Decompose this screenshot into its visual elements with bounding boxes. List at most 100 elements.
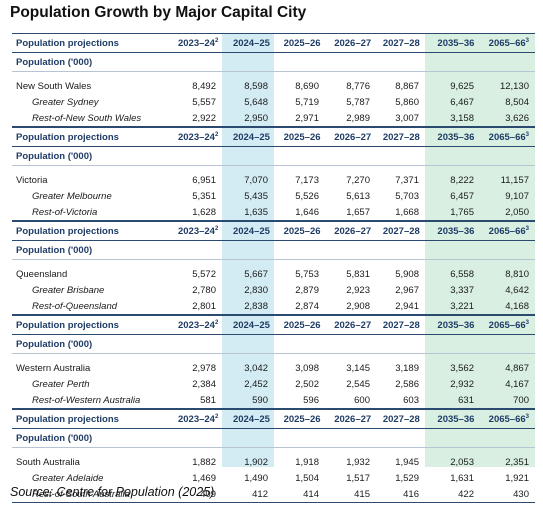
value-cell: 581 (200, 394, 216, 406)
state-row: South Australia 1,882 1,902 1,918 1,932 1,945… (12, 454, 535, 470)
header-year-text: 2026–27 (334, 37, 372, 49)
header-year-cell: 2023–242 (165, 319, 225, 331)
value-cell: 8,598 (244, 80, 268, 92)
value-cell: 2,801 (192, 300, 216, 312)
value-cell: 1,932 (346, 456, 370, 468)
value-cell: 5,787 (346, 96, 370, 108)
header-year-cell: 2027–28 (377, 226, 426, 237)
value-cell: 3,221 (450, 300, 474, 312)
value-cell: 2,838 (244, 300, 268, 312)
header-year-cell: 2025–26 (276, 38, 327, 49)
header-year-cell: 2035–36 (426, 414, 481, 425)
region-row: Rest-of-Western Australia 581 590 596 600 603… (12, 392, 535, 409)
value-cell: 4,867 (505, 362, 529, 374)
value-cell: 5,703 (395, 190, 419, 202)
header-footnote-marker: 3 (525, 319, 529, 326)
value-cell: 3,562 (450, 362, 474, 374)
region-row: Rest-of-Victoria 1,628 1,635 1,646 1,657 1,66… (12, 204, 535, 221)
value-cell: 415 (354, 488, 370, 500)
header-year-cell: 2025–26 (276, 414, 327, 425)
header-year-text: 2065–66 (488, 225, 526, 237)
header-year-text: 2025–26 (283, 225, 321, 237)
header-year-text: 2065–66 (488, 319, 526, 331)
header-footnote-marker: 2 (214, 37, 219, 44)
value-cell: 422 (458, 488, 474, 500)
header-year-text: 2027–28 (382, 37, 420, 49)
header-year-cell: 2025–26 (276, 226, 327, 237)
unit-label-row: Population ('000) (12, 53, 535, 72)
value-cell: 5,908 (395, 268, 419, 280)
header-year-cell: 2024–25 (224, 226, 276, 237)
value-cell: 7,173 (295, 174, 319, 186)
header-year-cell: 2035–36 (426, 132, 481, 143)
header-label: Population projections (16, 131, 119, 143)
value-cell: 3,626 (505, 112, 529, 124)
header-year-cell: 2035–36 (426, 226, 481, 237)
value-cell: 7,270 (346, 174, 370, 186)
state-row: Western Australia 2,978 3,042 3,098 3,145 3,1… (12, 360, 535, 376)
table-header-row: Population projections 2023–242 2024–25 202… (12, 33, 535, 53)
region-row: Greater Brisbane 2,780 2,830 2,879 2,923 2,96… (12, 282, 535, 298)
row-label: Rest-of-New South Wales (32, 112, 142, 124)
value-cell: 2,922 (192, 112, 216, 124)
state-row: Queensland 5,572 5,667 5,753 5,831 5,908 6,558… (12, 266, 535, 282)
header-year-text: 2023–24 (177, 225, 215, 237)
value-cell: 2,830 (244, 284, 268, 296)
header-year-cell: 2023–242 (165, 37, 225, 49)
value-cell: 1,631 (450, 472, 474, 484)
state-row: New South Wales 8,492 8,598 8,690 8,776 8,867… (12, 78, 535, 94)
value-cell: 3,158 (450, 112, 474, 124)
header-label: Population projections (16, 37, 119, 49)
value-cell: 12,130 (499, 80, 529, 92)
state-table-block: Population projections 2023–242 2024–25 202… (12, 409, 535, 503)
row-label: New South Wales (16, 80, 92, 92)
value-cell: 2,874 (295, 300, 319, 312)
value-cell: 2,923 (346, 284, 370, 296)
value-cell: 1,628 (192, 206, 216, 218)
header-year-text: 2023–24 (177, 319, 215, 331)
header-year-text: 2035–36 (437, 131, 475, 143)
value-cell: 1,504 (295, 472, 319, 484)
value-cell: 4,642 (505, 284, 529, 296)
header-year-text: 2024–25 (232, 37, 270, 49)
header-year-cell: 2027–28 (377, 414, 426, 425)
region-row: Rest-of-South Australia 409 412 414 415 416 42… (12, 486, 535, 503)
value-cell: 1,765 (450, 206, 474, 218)
value-cell: 603 (403, 394, 419, 406)
value-cell: 5,667 (244, 268, 268, 280)
value-cell: 2,502 (295, 378, 319, 390)
state-table-block: Population projections 2023–242 2024–25 202… (12, 127, 535, 221)
value-cell: 5,435 (244, 190, 268, 202)
value-cell: 409 (200, 488, 216, 500)
row-label: Greater Melbourne (32, 190, 112, 202)
value-cell: 2,932 (450, 378, 474, 390)
header-year-text: 2025–26 (283, 37, 321, 49)
value-cell: 5,526 (295, 190, 319, 202)
header-year-cell: 2065–663 (480, 413, 535, 424)
page-title: Population Growth by Major Capital City (10, 4, 307, 21)
value-cell: 7,070 (244, 174, 268, 186)
header-footnote-marker: 2 (214, 413, 219, 420)
header-year-cell: 2026–27 (327, 226, 378, 237)
header-label: Population projections (16, 413, 119, 425)
header-year-cell: 2027–28 (377, 320, 426, 331)
header-year-text: 2027–28 (382, 131, 420, 143)
value-cell: 9,107 (505, 190, 529, 202)
header-year-cell: 2027–28 (377, 38, 426, 49)
value-cell: 3,098 (295, 362, 319, 374)
header-year-text: 2027–28 (382, 319, 420, 331)
region-row: Greater Adelaide 1,469 1,490 1,504 1,517 1,52… (12, 470, 535, 486)
table-header-row: Population projections 2023–242 2024–25 202… (12, 127, 535, 147)
unit-label-row: Population ('000) (12, 335, 535, 354)
header-year-text: 2035–36 (437, 413, 475, 425)
header-year-text: 2024–25 (232, 413, 270, 425)
value-cell: 5,572 (192, 268, 216, 280)
header-year-text: 2023–24 (177, 413, 215, 425)
header-year-text: 2023–24 (177, 37, 215, 49)
header-year-text: 2026–27 (334, 131, 372, 143)
state-table-block: Population projections 2023–242 2024–25 202… (12, 315, 535, 409)
header-year-text: 2026–27 (334, 319, 372, 331)
header-year-cell: 2024–25 (224, 38, 276, 49)
value-cell: 590 (252, 394, 268, 406)
value-cell: 5,648 (244, 96, 268, 108)
